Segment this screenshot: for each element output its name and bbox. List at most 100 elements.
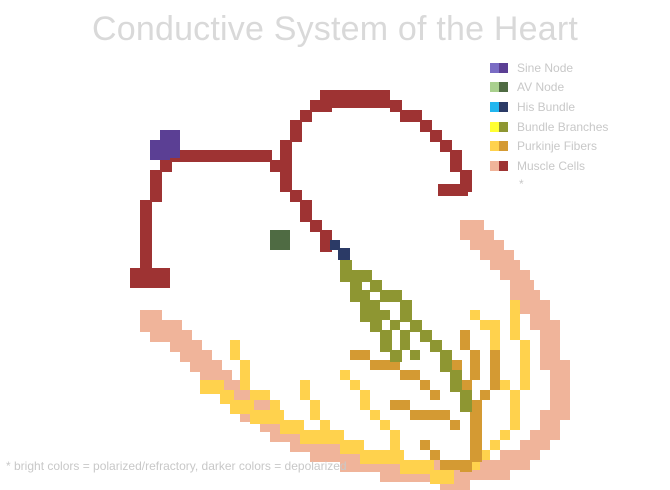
muscle-cell-pixel (140, 220, 152, 232)
purkinje-fiber-pixel (310, 400, 320, 410)
purkinje-fiber-pixel (390, 440, 400, 450)
muscle-cell-pixel (300, 110, 312, 122)
purkinje-fiber-pixel (400, 370, 410, 380)
av-node-pixel (270, 230, 290, 250)
bundle-branch-pixel (370, 300, 380, 310)
muscle-cell-pixel (430, 130, 442, 142)
bundle-branch-pixel (380, 330, 392, 342)
muscle-cell-pixel (200, 150, 212, 162)
purkinje-fiber-pixel (460, 330, 470, 340)
muscle-cell-pixel (260, 150, 272, 162)
muscle-cell-pixel (280, 160, 292, 172)
legend-swatch-bright (490, 62, 499, 73)
purkinje-fiber-pixel (240, 380, 250, 390)
muscle-cell-pixel (230, 150, 242, 162)
muscle-cell-pixel (150, 190, 162, 202)
purkinje-fiber-pixel (340, 370, 350, 380)
purkinje-fiber-pixel (310, 410, 320, 420)
bundle-branch-pixel (370, 310, 382, 322)
purkinje-fiber-pixel (520, 370, 530, 380)
bundle-branch-pixel (380, 290, 392, 302)
muscle-cell-pixel (140, 240, 152, 252)
muscle-cell-pixel (310, 220, 322, 232)
legend-swatch-dark (499, 82, 508, 93)
purkinje-fiber-pixel (520, 340, 530, 350)
purkinje-fiber-pixel (510, 300, 520, 310)
purkinje-fiber-pixel (470, 310, 480, 320)
muscle-cell-pixel (310, 100, 322, 112)
bundle-branch-pixel (460, 390, 472, 402)
muscle-cell-pixel (280, 140, 292, 152)
purkinje-fiber-pixel (470, 360, 480, 370)
purkinje-fiber-pixel (390, 400, 400, 410)
purkinje-fiber-pixel (360, 400, 370, 410)
bundle-branch-pixel (400, 310, 412, 322)
muscle-cell-pixel (410, 110, 422, 122)
purkinje-fiber-pixel (510, 320, 520, 330)
purkinje-fiber-pixel (390, 360, 400, 370)
muscle-cell-pixel (240, 150, 252, 162)
muscle-cell-pixel (400, 110, 412, 122)
legend-swatch-dark (499, 121, 508, 132)
muscle-cell-pixel (150, 170, 162, 182)
legend: Sine Node AV Node His Bundle Bundle Bran… (490, 58, 660, 192)
bundle-branch-pixel (390, 320, 400, 330)
purkinje-fiber-pixel (380, 420, 390, 430)
sine-node (150, 130, 180, 160)
purkinje-fiber-pixel (270, 410, 280, 420)
muscle-cell-pixel (290, 120, 302, 132)
muscle-cell-pixel (320, 240, 332, 252)
purkinje-fiber-pixel (480, 390, 490, 400)
muscle-cell-pixel (390, 100, 402, 112)
muscle-cell-pixel (320, 90, 390, 108)
muscle-cell-pixel (420, 120, 432, 132)
purkinje-fiber-pixel (230, 350, 240, 360)
muscle-cells-depolarized (130, 90, 472, 288)
muscle-cell-pixel (450, 160, 462, 172)
his-bundle-pixel (330, 240, 340, 250)
muscle-cell-pixel (280, 150, 292, 162)
purkinje-fiber-pixel (350, 380, 360, 390)
purkinje-fiber-pixel (510, 310, 520, 320)
bundle-branch-pixel (380, 310, 390, 320)
legend-label: Purkinje Fibers (517, 139, 598, 154)
av-node (270, 230, 290, 250)
purkinje-fiber-pixel (470, 400, 480, 410)
purkinje-fiber-pixel (240, 370, 250, 380)
legend-label: Muscle Cells (517, 158, 586, 173)
purkinje-fiber-pixel (360, 390, 370, 400)
legend-label: Sine Node (517, 60, 574, 75)
purkinje-fiber-pixel (410, 370, 420, 380)
legend-label: AV Node (517, 80, 565, 95)
bundle-branch-pixel (350, 280, 362, 292)
purkinje-fiber-pixel (510, 420, 520, 430)
muscle-cell-pixel (290, 190, 302, 202)
muscle-cell-pixel (210, 150, 222, 162)
diagram-title: Conductive System of the Heart (91, 10, 578, 48)
purkinje-fiber-pixel (430, 450, 440, 460)
bundle-branch-pixel (400, 300, 412, 312)
purkinje-fibers-polarized (200, 300, 530, 484)
purkinje-fiber-pixel (470, 430, 482, 442)
purkinje-fiber-pixel (510, 390, 520, 400)
legend-label: His Bundle (517, 99, 576, 114)
legend-swatch-bright (490, 121, 499, 132)
purkinje-fiber-pixel (240, 360, 250, 370)
purkinje-fiber-pixel (490, 370, 500, 380)
purkinje-fiber-pixel (490, 350, 500, 360)
bundle-branch-pixel (400, 330, 410, 340)
purkinje-fiber-pixel (380, 360, 390, 370)
legend-swatch-bright (490, 82, 499, 93)
purkinje-fiber-pixel (480, 450, 490, 460)
bundle-branches (340, 260, 472, 412)
purkinje-fiber-pixel (490, 440, 500, 450)
purkinje-fiber-pixel (490, 340, 500, 350)
purkinje-fiber-pixel (490, 320, 500, 330)
purkinje-fiber-pixel (520, 350, 530, 360)
muscle-cell-pixel (250, 150, 262, 162)
purkinje-fiber-pixel (420, 380, 430, 390)
purkinje-fiber-pixel (400, 400, 410, 410)
purkinje-fiber-pixel (430, 390, 440, 400)
purkinje-fiber-pixel (260, 390, 270, 400)
muscle-cell-pixel (150, 180, 162, 192)
